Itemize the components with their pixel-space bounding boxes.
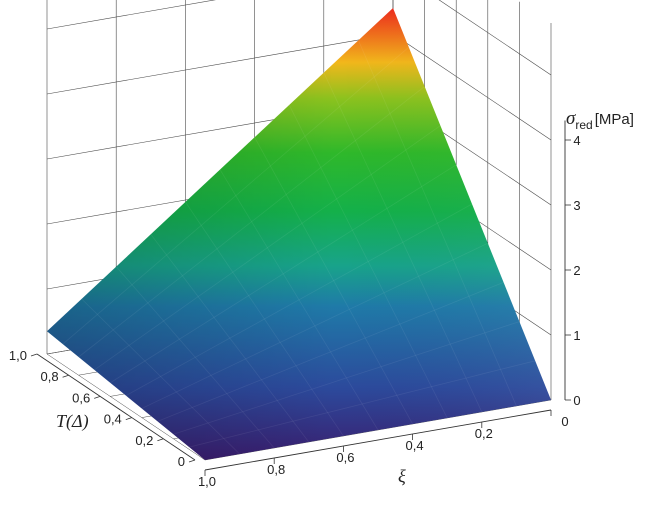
side-wall-gridline — [392, 33, 552, 141]
y-tick-mark — [125, 417, 132, 420]
z-axis-subscript: red — [575, 118, 592, 132]
y-tick-mark — [157, 438, 164, 442]
y-tick-label: 1,0 — [9, 348, 27, 363]
surface-mesh-line — [185, 201, 344, 437]
x-tick-label: 0,2 — [475, 426, 493, 441]
z-axis-symbol: σ — [566, 108, 576, 129]
z-tick-label: 1 — [573, 328, 580, 343]
x-axis-title: ξ — [398, 466, 406, 486]
surface-mesh-line — [323, 72, 483, 413]
z-tick-label: 3 — [573, 198, 580, 213]
surface-mesh-line — [358, 40, 517, 407]
y-axis-title: T(Δ) — [56, 411, 89, 432]
back-wall-gridline — [46, 0, 216, 30]
x-tick-label: 1,0 — [198, 474, 216, 489]
y-tick-label: 0,4 — [104, 412, 122, 427]
y-tick-label: 0 — [178, 454, 185, 469]
y-tick-label: 0,2 — [135, 433, 153, 448]
y-tick-label: 0,6 — [72, 390, 90, 405]
surface-mesh-line — [288, 104, 448, 419]
y-axis-line — [36, 353, 196, 461]
z-tick-label: 0 — [573, 393, 580, 408]
z-tick-label: 4 — [573, 133, 580, 148]
y-tick-mark — [62, 374, 69, 378]
y-tick-mark — [188, 459, 196, 463]
x-axis-line — [204, 409, 552, 471]
x-tick-label: 0,4 — [406, 438, 424, 453]
surface-mesh-line — [157, 282, 504, 422]
surface-mesh-line — [219, 169, 379, 431]
surface-mesh-line — [78, 86, 425, 358]
surface-mesh-line — [62, 46, 410, 345]
x-tick-label: 0 — [561, 414, 568, 429]
floor-gridline — [46, 353, 206, 461]
x-tick-label: 0,8 — [267, 462, 285, 477]
surface-mesh-line — [189, 360, 536, 448]
surface-mesh-line — [81, 298, 240, 455]
x-tick-label: 0,6 — [336, 450, 354, 465]
back-wall-gridline — [46, 33, 394, 95]
y-tick-mark — [94, 396, 101, 399]
surface-mesh-line — [94, 125, 441, 371]
z-axis-title: σred [MPa] — [566, 108, 634, 132]
side-wall-gridline — [438, 0, 552, 76]
surface-mesh-line — [150, 234, 310, 443]
z-tick-label: 2 — [573, 263, 580, 278]
surface-mesh-line — [141, 242, 488, 409]
y-tick-mark — [30, 353, 38, 357]
surface-mesh-line — [254, 137, 413, 425]
y-tick-label: 0,8 — [41, 369, 59, 384]
surface-mesh-line — [173, 321, 520, 435]
surface-mesh-line — [115, 266, 275, 449]
surface-mesh-line — [125, 203, 473, 396]
surface-mesh-line — [109, 164, 457, 384]
z-axis-unit: [MPa] — [595, 111, 634, 128]
